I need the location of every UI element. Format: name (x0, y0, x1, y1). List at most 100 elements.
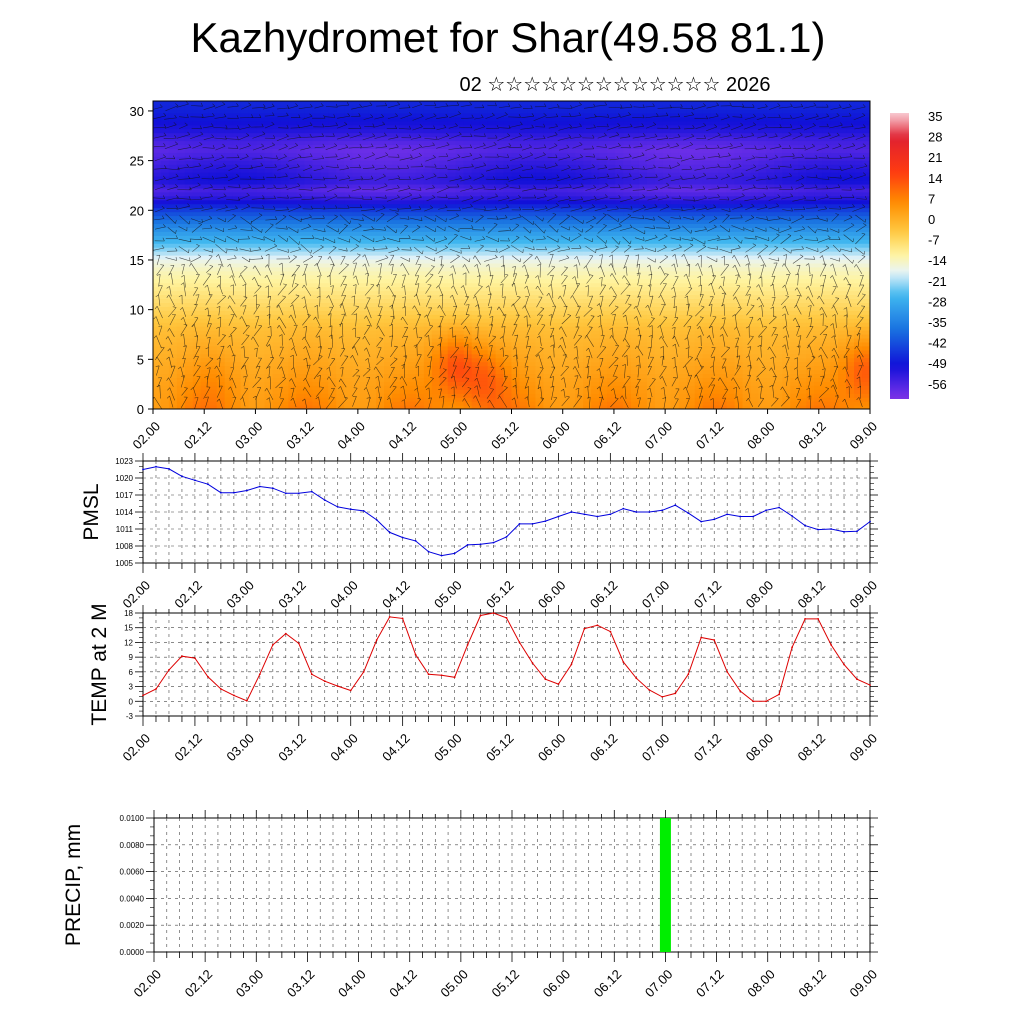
heatmap-cell (559, 290, 568, 296)
heatmap-cell (368, 302, 377, 307)
heatmap-cell (208, 326, 218, 331)
heatmap-cell (248, 282, 258, 288)
heatmap-cell (423, 183, 433, 189)
heatmap-cell (256, 108, 266, 114)
heatmap-cell (200, 199, 210, 205)
heatmap-cell (344, 333, 353, 339)
heatmap-cell (567, 203, 576, 209)
heatmap-cell (599, 128, 608, 134)
heatmap-cell (216, 318, 226, 323)
heatmap-cell (360, 326, 369, 331)
heatmap-cell (304, 389, 313, 394)
heatmap-cell (654, 120, 664, 126)
heatmap-cell (272, 136, 282, 142)
heatmap-cell (527, 101, 536, 106)
heatmap-cell (575, 199, 584, 205)
heatmap-cell (415, 112, 425, 118)
heatmap-cell (599, 235, 608, 240)
heatmap-cell (352, 219, 361, 225)
heatmap-cell (344, 405, 353, 409)
heatmap-cell (224, 187, 234, 193)
heatmap-cell (615, 306, 624, 311)
heatmap-cell (431, 203, 441, 209)
heatmap-cell (407, 294, 417, 300)
heatmap-cell (320, 274, 329, 280)
heatmap-cell (638, 203, 648, 209)
heatmap-cell (623, 128, 632, 134)
heatmap-cell (224, 203, 234, 209)
heatmap-cell (519, 108, 529, 114)
heatmap-cell (551, 251, 560, 256)
heatmap-cell (591, 199, 600, 205)
heatmap-cell (551, 322, 560, 327)
heatmap-cell (463, 215, 473, 221)
heatmap-cell (407, 148, 417, 153)
heatmap-cell (646, 239, 656, 244)
heatmap-cell (264, 330, 274, 335)
heatmap-cell (479, 116, 489, 122)
heatmap-cell (336, 314, 345, 319)
heatmap-cell (519, 405, 529, 409)
heatmap-cell (455, 160, 465, 165)
heatmap-cell (153, 345, 162, 351)
heatmap-cell (352, 128, 361, 134)
heatmap-cell (399, 286, 409, 292)
heatmap-cell (583, 258, 592, 264)
heatmap-cell (599, 365, 608, 371)
heatmap-cell (256, 104, 266, 110)
heatmap-cell (352, 326, 361, 331)
heatmap-cell (479, 318, 489, 323)
heatmap-cell (360, 148, 369, 153)
heatmap-cell (463, 172, 473, 177)
heatmap-cell (654, 377, 664, 382)
heatmap-cell (559, 330, 568, 335)
heatmap-cell (328, 223, 337, 228)
heatmap-cell (407, 389, 417, 394)
heatmap-cell (439, 207, 449, 213)
heatmap-cell (423, 219, 433, 225)
heatmap-cell (153, 101, 162, 106)
heatmap-cell (455, 223, 465, 228)
heatmap-cell (431, 132, 441, 138)
heatmap-cell (591, 140, 600, 146)
heatmap-cell (208, 357, 218, 363)
heatmap-cell (607, 152, 616, 157)
heatmap-cell (415, 353, 425, 359)
heatmap-cell (511, 294, 521, 300)
heatmap-cell (511, 353, 521, 359)
heatmap-cell (336, 112, 345, 118)
heatmap-cell (376, 322, 385, 327)
heatmap-cell (407, 183, 417, 189)
heatmap-cell (559, 116, 568, 122)
heatmap-cell (176, 183, 186, 189)
heatmap-cell (192, 211, 202, 217)
heatmap-cell (646, 112, 656, 118)
heatmap-cell (599, 203, 608, 209)
heatmap-cell (607, 215, 616, 221)
heatmap-cell (415, 266, 425, 272)
heatmap-cell (224, 160, 234, 165)
heatmap-cell (153, 136, 162, 142)
heatmap-cell (352, 168, 361, 173)
heatmap-cell (423, 294, 433, 300)
heatmap-cell (344, 318, 353, 323)
heatmap-cell (479, 290, 489, 296)
heatmap-cell (256, 211, 266, 217)
heatmap-cell (567, 183, 576, 189)
heatmap-cell (519, 172, 529, 177)
heatmap-cell (288, 136, 297, 142)
heatmap-cell (511, 318, 521, 323)
heatmap-cell (240, 112, 250, 118)
heatmap-cell (272, 286, 282, 292)
heatmap-cell (368, 385, 377, 390)
heatmap-cell (575, 168, 584, 173)
heatmap-cell (336, 235, 345, 240)
heatmap-cell (153, 207, 162, 213)
heatmap-cell (360, 195, 369, 201)
heatmap-cell (208, 262, 218, 268)
heatmap-cell (407, 345, 417, 351)
heatmap-cell (160, 183, 170, 189)
heatmap-cell (192, 215, 202, 221)
heatmap-cell (232, 290, 242, 296)
heatmap-cell (336, 140, 345, 146)
